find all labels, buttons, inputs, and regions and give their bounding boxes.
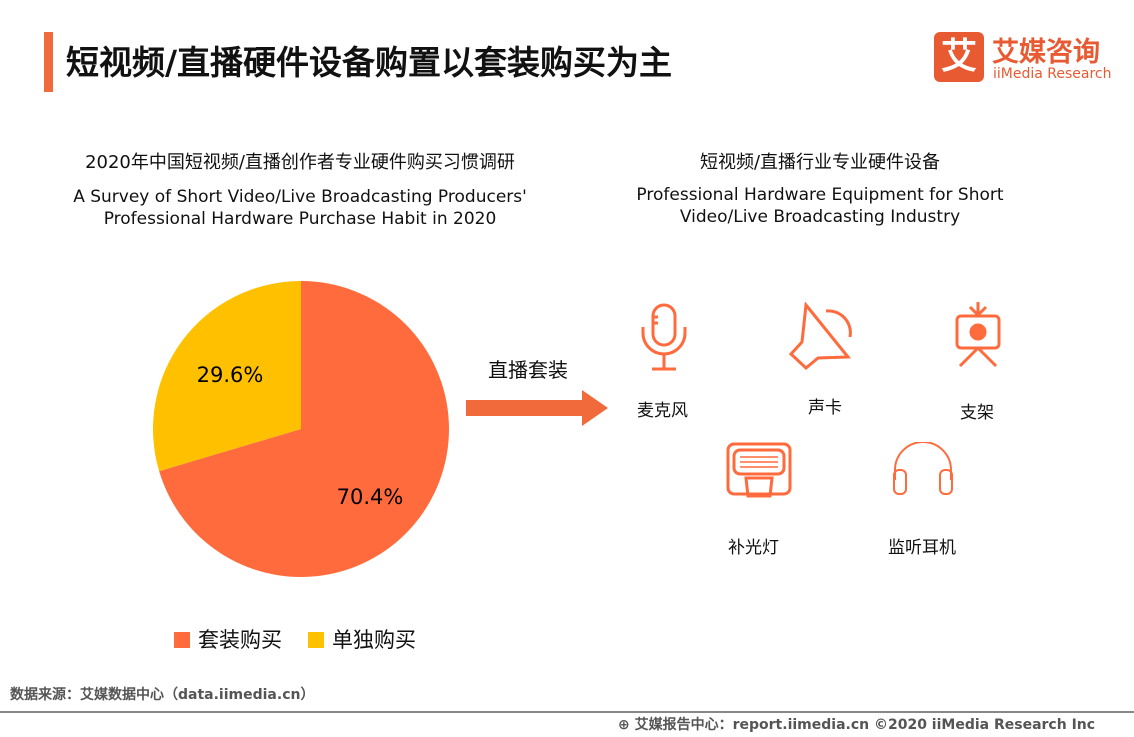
logo-text-cn: 艾媒咨询: [992, 37, 1100, 68]
fill-light-icon: [726, 442, 792, 502]
legend-swatch: [308, 632, 324, 648]
globe-icon: ⊕: [618, 717, 635, 733]
headphones-icon: [890, 441, 956, 502]
item-label: 支架: [960, 403, 994, 423]
footer-divider: [0, 711, 1134, 713]
page-title: 短视频/直播硬件设备购置以套装购买为主: [66, 43, 673, 82]
arrow-right-icon: [466, 390, 608, 426]
item-label: 麦克风: [637, 401, 688, 421]
logo-icon: 艾: [934, 32, 984, 82]
arrow-label: 直播套装: [488, 358, 568, 382]
chart-title-en-2: Professional Hardware Purchase Habit in …: [103, 209, 497, 229]
right-title-en-1: Professional Hardware Equipment for Shor…: [636, 185, 1004, 205]
pie-slice-bundle: [159, 281, 450, 578]
legend-item-bundle: 套装购买: [174, 624, 282, 654]
pie-slice-single: [153, 281, 301, 472]
pie-label-single: 29.6%: [197, 363, 264, 387]
item-label: 声卡: [808, 398, 842, 418]
tripod-camera-icon: [954, 302, 1002, 374]
footer-report: ⊕ 艾媒报告中心：report.iimedia.cn ©2020 iiMedia…: [618, 714, 1095, 734]
data-source: 数据来源：艾媒数据中心（data.iimedia.cn）: [10, 687, 315, 703]
legend-swatch: [174, 632, 190, 648]
right-title-cn: 短视频/直播行业专业硬件设备: [699, 152, 941, 173]
legend-label: 套装购买: [198, 628, 282, 652]
title-accent-bar: [44, 32, 53, 92]
footer-report-text: 艾媒报告中心：report.iimedia.cn ©2020 iiMedia R…: [634, 717, 1096, 733]
logo-text-en: iiMedia Research: [993, 66, 1112, 82]
right-title-en-2: Video/Live Broadcasting Industry: [679, 207, 961, 227]
chart-title-en-1: A Survey of Short Video/Live Broadcastin…: [73, 187, 527, 207]
item-label: 监听耳机: [888, 538, 956, 558]
legend-label: 单独购买: [332, 628, 416, 652]
pie-chart: 70.4% 29.6%: [153, 281, 450, 578]
legend-item-single: 单独购买: [308, 624, 416, 654]
chart-title-cn: 2020年中国短视频/直播创作者专业硬件购买习惯调研: [85, 152, 515, 173]
item-label: 补光灯: [728, 538, 779, 558]
microphone-icon: [640, 303, 690, 377]
speaker-icon: [788, 301, 858, 376]
pie-label-bundle: 70.4%: [337, 485, 404, 509]
chart-legend: 套装购买 单独购买: [174, 624, 416, 654]
